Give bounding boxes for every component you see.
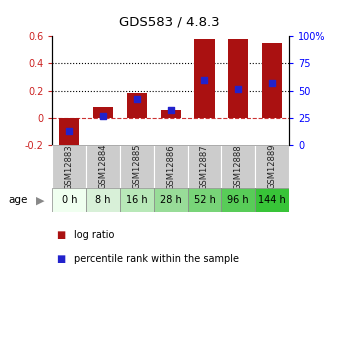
Bar	[188, 188, 221, 212]
Text: percentile rank within the sample: percentile rank within the sample	[74, 254, 239, 264]
Text: age: age	[8, 195, 28, 205]
Bar	[255, 145, 289, 188]
Bar	[120, 188, 154, 212]
Bar	[120, 145, 154, 188]
Bar	[221, 188, 255, 212]
Bar	[52, 145, 86, 188]
Bar	[262, 43, 282, 118]
Bar	[86, 188, 120, 212]
Text: ▶: ▶	[36, 195, 45, 205]
Text: ■: ■	[56, 230, 65, 239]
Text: 28 h: 28 h	[160, 195, 182, 205]
Text: GSM12883: GSM12883	[65, 144, 74, 189]
Text: ■: ■	[56, 254, 65, 264]
Text: log ratio: log ratio	[74, 230, 115, 239]
Point	[67, 128, 72, 134]
Text: GDS583 / 4.8.3: GDS583 / 4.8.3	[119, 16, 219, 29]
Bar	[154, 188, 188, 212]
Bar	[194, 39, 215, 118]
Bar	[161, 110, 181, 118]
Point	[236, 86, 241, 92]
Point	[168, 107, 173, 113]
Bar	[154, 145, 188, 188]
Bar	[188, 145, 221, 188]
Text: 0 h: 0 h	[62, 195, 77, 205]
Text: GSM12887: GSM12887	[200, 144, 209, 189]
Text: GSM12886: GSM12886	[166, 144, 175, 189]
Bar	[52, 188, 86, 212]
Point	[269, 80, 275, 86]
Text: 16 h: 16 h	[126, 195, 148, 205]
Bar	[127, 93, 147, 118]
Text: 96 h: 96 h	[227, 195, 249, 205]
Bar	[59, 118, 79, 148]
Bar	[255, 188, 289, 212]
Text: GSM12885: GSM12885	[132, 144, 141, 189]
Text: GSM12888: GSM12888	[234, 144, 243, 189]
Text: 52 h: 52 h	[194, 195, 215, 205]
Text: GSM12889: GSM12889	[268, 144, 276, 189]
Bar	[228, 39, 248, 118]
Bar	[93, 107, 113, 118]
Text: GSM12884: GSM12884	[99, 144, 107, 189]
Point	[134, 97, 140, 102]
Point	[100, 113, 106, 118]
Text: 144 h: 144 h	[258, 195, 286, 205]
Point	[202, 78, 207, 83]
Bar	[86, 145, 120, 188]
Bar	[221, 145, 255, 188]
Text: 8 h: 8 h	[95, 195, 111, 205]
